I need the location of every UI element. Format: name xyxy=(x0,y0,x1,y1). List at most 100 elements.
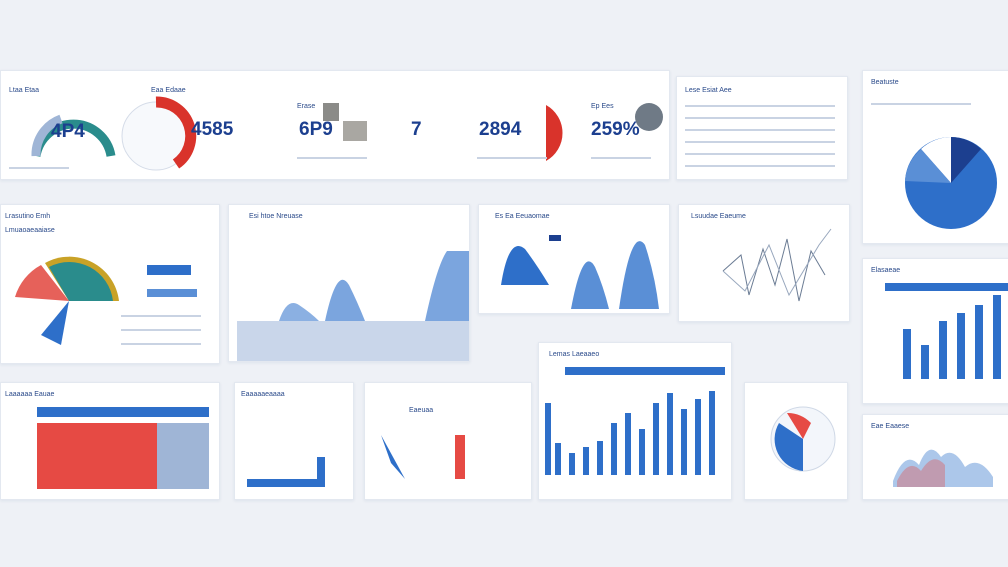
kpi-5-half xyxy=(546,105,563,161)
pie-chart xyxy=(905,137,997,229)
donut-panel: Lrasutino Emh Lmuaoaeaaiase xyxy=(0,204,220,364)
pie-slice xyxy=(905,149,951,183)
small-bars-panel: Eaaaaaeaaaa xyxy=(234,382,354,500)
bars-right-panel: Elasaeae xyxy=(862,258,1008,404)
pie-slice xyxy=(951,137,981,183)
vbar xyxy=(555,443,561,475)
mix-chart xyxy=(381,435,465,479)
bar xyxy=(885,283,1008,291)
vbar xyxy=(709,391,715,475)
vbar xyxy=(625,413,631,475)
mini-pie-panel xyxy=(744,382,848,500)
donut-slice xyxy=(41,301,69,345)
donut-slice xyxy=(15,265,69,301)
bottom-right-panel: Eae Eaaese xyxy=(862,414,1008,500)
kpi-3-block xyxy=(323,103,339,121)
pie-title: Beatuste xyxy=(871,79,899,86)
area-panel: Esi htoe Nreuase xyxy=(228,204,470,362)
area-layer xyxy=(897,459,945,487)
mix-title: Eaeuaa xyxy=(409,407,434,414)
kpi-6-label: Ep Ees xyxy=(591,103,614,110)
kpi-6-value: 259% xyxy=(591,119,640,140)
pie-subline xyxy=(871,103,971,105)
mini-pie-slice xyxy=(787,412,811,439)
area-layer xyxy=(893,449,993,487)
donut-title: Lrasutino Emh xyxy=(5,213,51,220)
vbar xyxy=(681,409,687,475)
bar xyxy=(939,321,947,379)
network-line xyxy=(722,238,826,302)
kpi-1-value: 4P4 xyxy=(51,121,85,142)
kpi-3-label: Erase xyxy=(297,103,316,110)
bump xyxy=(501,245,549,285)
kpi-1-label: Ltaa Etaa xyxy=(9,87,39,94)
bottom-right-title: Eae Eaaese xyxy=(871,423,910,430)
heat-block xyxy=(37,423,157,489)
mix-shape xyxy=(381,435,405,479)
small-bars-title: Eaaaaaeaaaa xyxy=(241,391,285,398)
pie-panel: Beatuste xyxy=(862,70,1008,244)
bar xyxy=(921,345,929,379)
bar xyxy=(975,305,983,379)
donut-chart xyxy=(15,256,197,345)
vbar xyxy=(667,393,673,475)
gauge-2-arc xyxy=(155,96,197,169)
mix-panel: Eaeuaa xyxy=(364,382,532,500)
kpi-line xyxy=(477,157,547,159)
donut-bar xyxy=(147,289,197,297)
kpi-3-block-2 xyxy=(343,121,367,141)
table-panel-top: Lese Esiat Aee xyxy=(676,76,848,180)
small-bar xyxy=(247,479,317,487)
donut-legend-line xyxy=(121,315,201,317)
bumps-panel: Es Ea Eeuaomae xyxy=(478,204,670,314)
table-row-line xyxy=(685,105,835,107)
bar xyxy=(993,295,1001,379)
vbar xyxy=(639,429,645,475)
area-title: Esi htoe Nreuase xyxy=(249,213,303,220)
kpi-line xyxy=(9,167,69,169)
heatmap xyxy=(37,407,209,489)
table-row-line xyxy=(685,165,835,167)
vbar xyxy=(597,441,603,475)
table-row-line xyxy=(685,153,835,155)
vbar xyxy=(695,399,701,475)
area-chart xyxy=(237,251,469,361)
donut-bar xyxy=(147,265,191,275)
donut-subtitle: Lmuaoaeaaiase xyxy=(5,227,55,234)
vbar xyxy=(611,423,617,475)
table-row-line xyxy=(685,129,835,131)
kpi-3-value: 6P9 xyxy=(299,119,333,140)
vbar xyxy=(569,453,575,475)
bump xyxy=(571,261,609,309)
heat-block xyxy=(157,423,209,489)
vbars-panel: Lemas Laeaaeo xyxy=(538,342,732,500)
heat-title: Laaaaaa Eauae xyxy=(5,391,55,398)
kpi-line xyxy=(297,157,367,159)
mini-pie-slice xyxy=(774,423,803,471)
bars-right-chart xyxy=(885,283,1008,379)
network-line xyxy=(722,228,832,297)
area-footer xyxy=(237,321,469,361)
mix-bar xyxy=(455,435,465,479)
kpi-strip: 4P4 Ltaa Etaa 4585 Eaa Edaae 6P9 Erase 7… xyxy=(0,70,670,180)
bumps-title: Es Ea Eeuaomae xyxy=(495,213,550,220)
table-top-title: Lese Esiat Aee xyxy=(685,87,732,94)
area-shape xyxy=(325,279,365,321)
mini-pie-chart xyxy=(770,406,836,472)
donut-legend-line xyxy=(121,329,201,331)
heat-header xyxy=(37,407,209,417)
small-bar xyxy=(317,457,325,487)
kpi-5-value: 2894 xyxy=(479,119,522,140)
vbar xyxy=(545,403,551,475)
bump xyxy=(619,241,659,309)
area-shape xyxy=(279,303,319,321)
kpi-gauges xyxy=(31,96,663,171)
heat-panel: Laaaaaa Eauae xyxy=(0,382,220,500)
bumps-chart xyxy=(501,235,659,309)
bar xyxy=(957,313,965,379)
kpi-line xyxy=(591,157,651,159)
bottom-right-chart xyxy=(893,449,993,487)
vbars-chart xyxy=(545,367,725,475)
gauge-1-base xyxy=(31,114,63,157)
vbars-header xyxy=(565,367,725,375)
